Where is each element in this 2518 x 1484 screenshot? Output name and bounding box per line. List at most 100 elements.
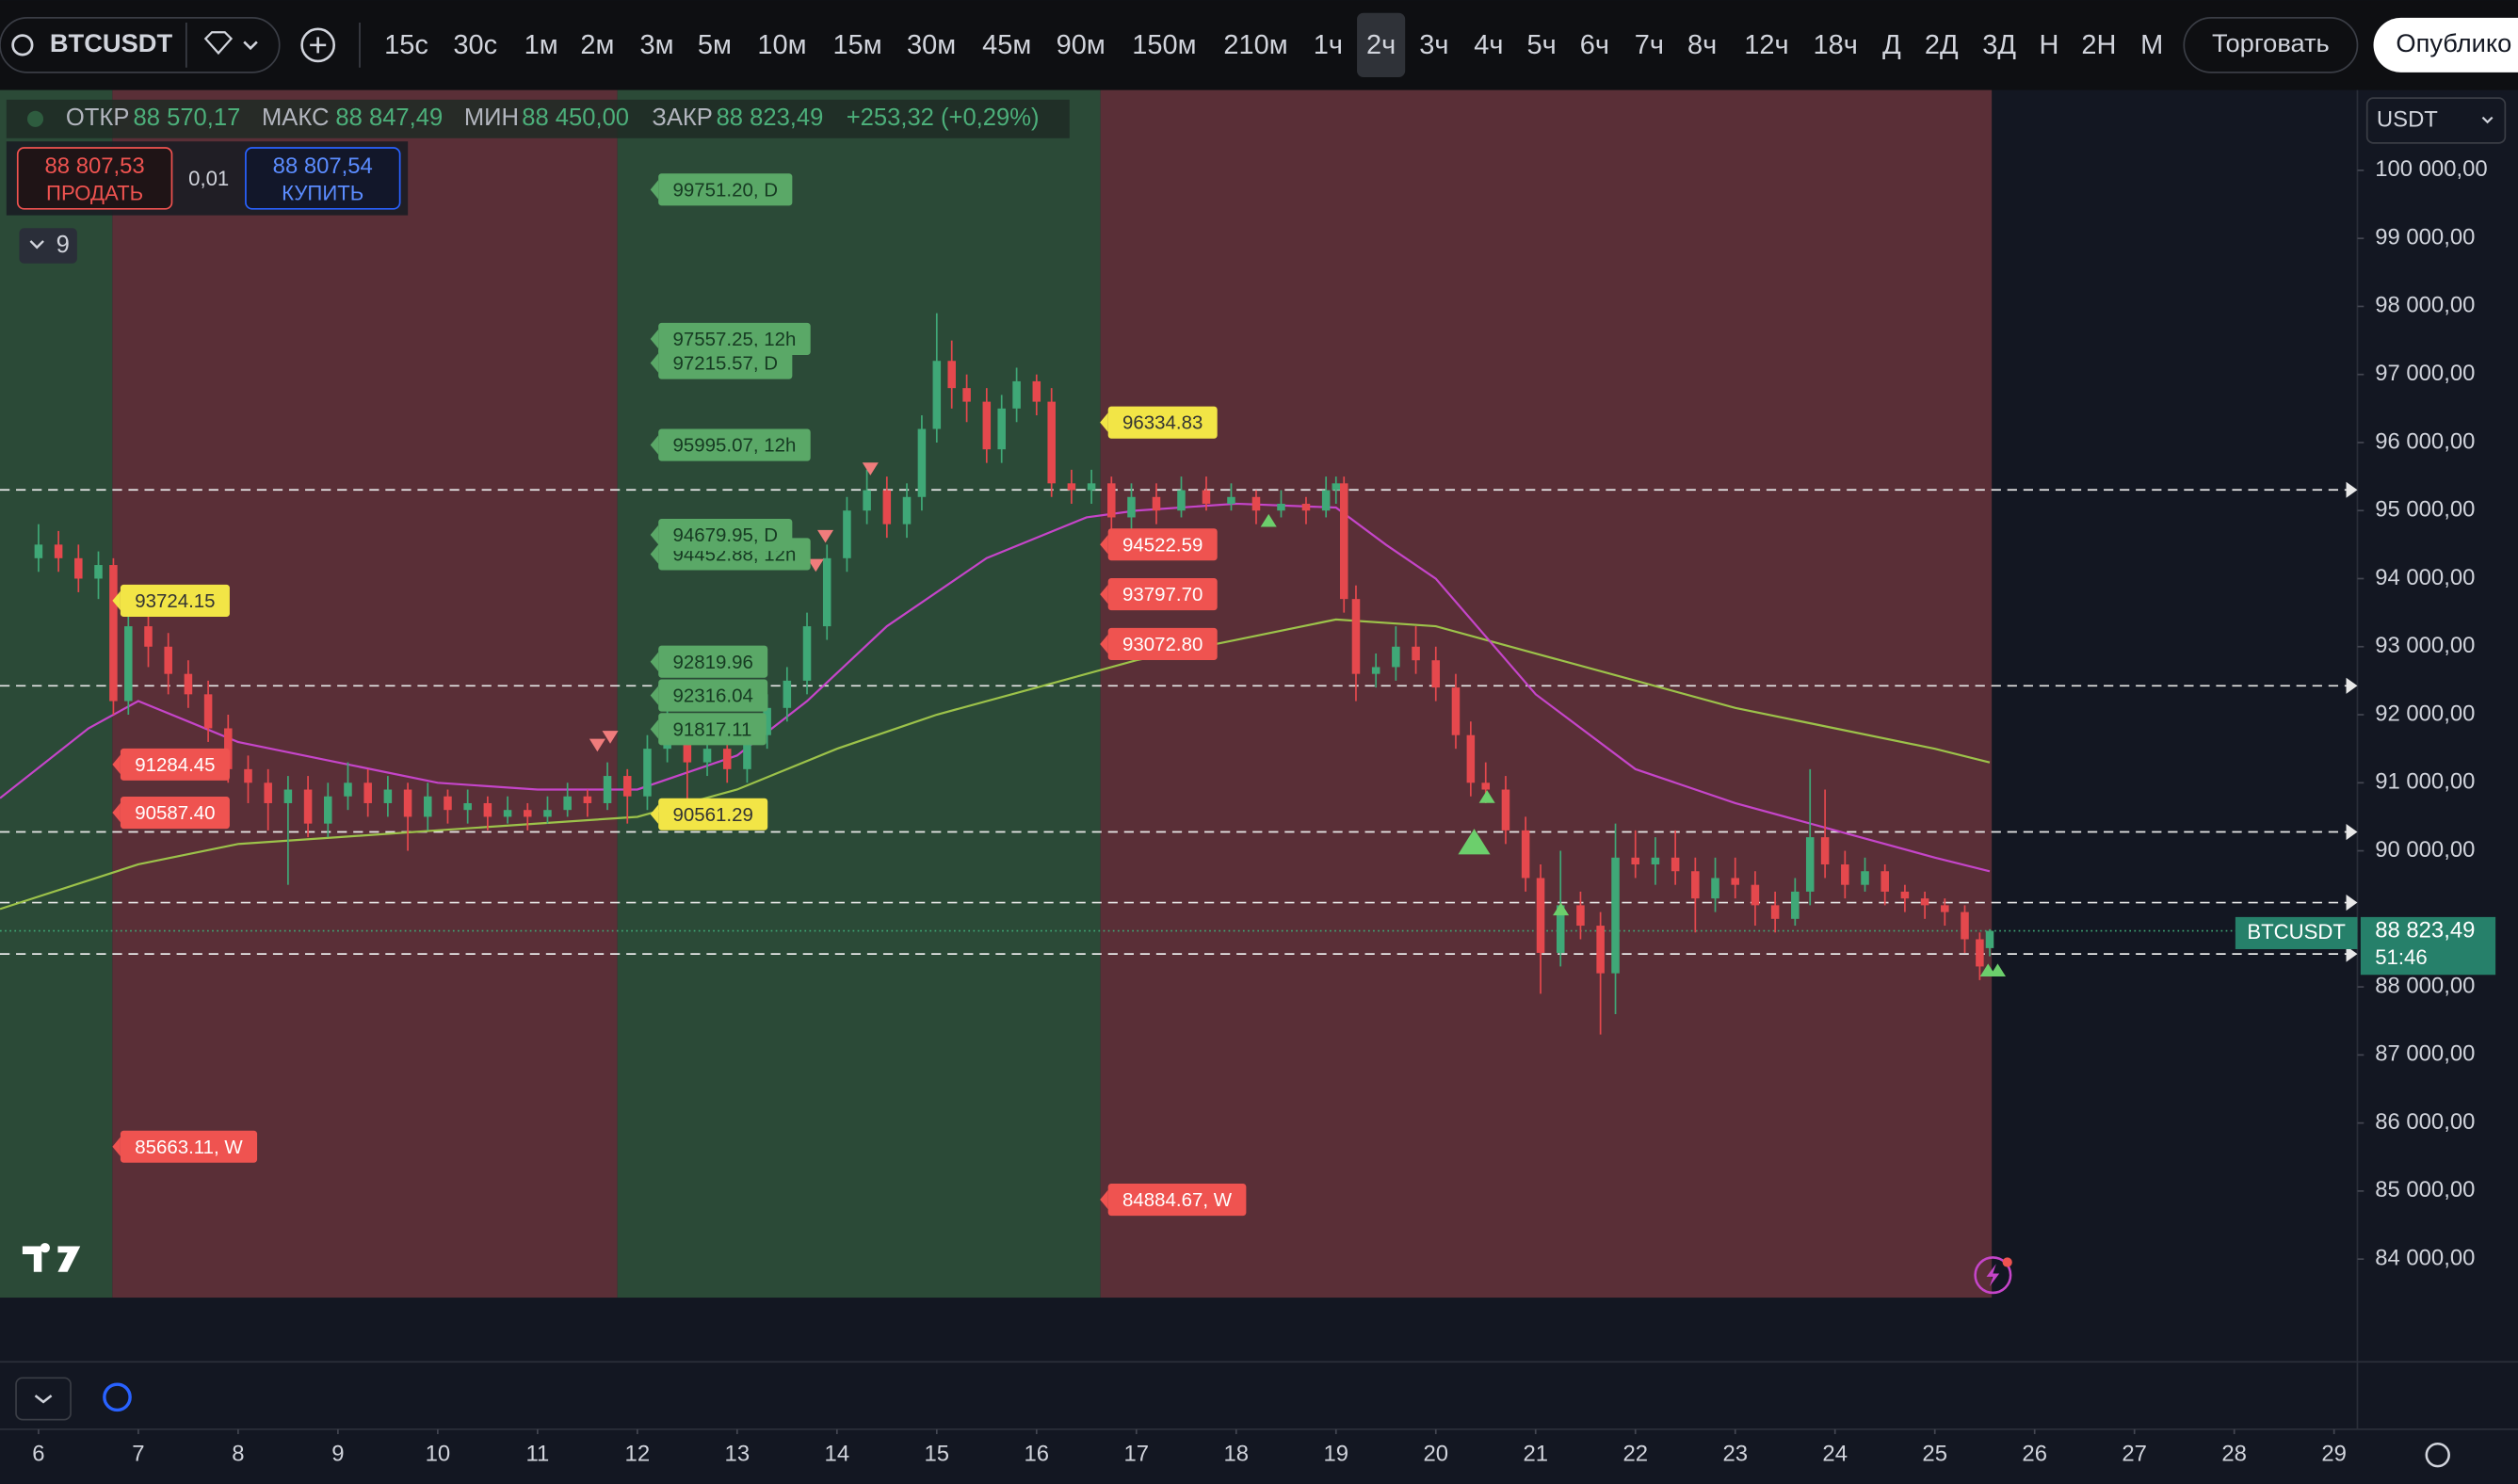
price-label-pointer: [112, 754, 121, 775]
interval-button[interactable]: 30м: [907, 30, 956, 60]
interval-button[interactable]: 1м: [525, 30, 558, 60]
price-label-bg: [1107, 627, 1218, 661]
signal-marker: [1478, 790, 1495, 803]
interval-button[interactable]: 45м: [982, 30, 1031, 60]
symbol-search[interactable]: [0, 17, 281, 73]
candle-body: [34, 544, 43, 558]
interval-button[interactable]: 210м: [1223, 30, 1287, 60]
compare-icon[interactable]: [203, 31, 234, 56]
interval-button[interactable]: 6ч: [1580, 30, 1609, 60]
last-price: 88 823,49: [2375, 918, 2475, 944]
price-label-pointer: [650, 329, 659, 349]
interval-button[interactable]: 2м: [580, 30, 614, 60]
candle-body: [144, 626, 153, 647]
price-label-text: 92819.96: [673, 652, 753, 673]
y-tick-label: 93 000,00: [2375, 633, 2475, 658]
candle-body: [1177, 490, 1186, 511]
interval-button[interactable]: Д: [1882, 30, 1901, 60]
interval-button[interactable]: 4ч: [1474, 30, 1503, 60]
collapse-button[interactable]: [15, 1377, 72, 1421]
y-tick-label: 85 000,00: [2375, 1177, 2475, 1202]
price-label: 93797.70: [1100, 578, 1218, 611]
price-label-bg: [120, 1130, 258, 1163]
legend-high: 88 847,49: [335, 105, 443, 131]
candle-body: [1277, 504, 1285, 511]
legend-close: 88 823,49: [717, 105, 824, 131]
sell-button[interactable]: [16, 147, 173, 210]
candle-body: [583, 796, 592, 803]
interval-button[interactable]: 8ч: [1687, 30, 1717, 60]
add-plus: [310, 37, 327, 54]
price-label: 90561.29: [650, 798, 768, 831]
price-label-pointer: [650, 435, 659, 455]
x-tick-label: 23: [1722, 1441, 1748, 1466]
add-button[interactable]: [300, 27, 335, 63]
price-label-text: 84884.67, W: [1122, 1189, 1233, 1211]
interval-button[interactable]: 12ч: [1744, 30, 1788, 60]
indicators-toggle[interactable]: [19, 228, 77, 264]
interval-button[interactable]: 18ч: [1814, 30, 1858, 60]
candle-body: [1451, 687, 1461, 735]
price-label-text: 93072.80: [1122, 634, 1203, 655]
price-label: 94679.95, D: [650, 518, 793, 552]
candle-body: [822, 557, 831, 627]
currency-select[interactable]: [2365, 97, 2507, 144]
candle-body: [363, 782, 372, 803]
trade-button[interactable]: [2183, 17, 2359, 73]
price-label: 92316.04: [650, 679, 768, 712]
interval-button[interactable]: М: [2140, 30, 2163, 60]
interval-button[interactable]: 150м: [1132, 30, 1196, 60]
price-label-text: 91817.11: [673, 718, 752, 740]
interval-button[interactable]: 10м: [757, 30, 806, 60]
interval-button[interactable]: 1ч: [1314, 30, 1343, 60]
buy-label: КУПИТЬ: [282, 181, 363, 204]
signal-marker: [589, 738, 605, 752]
settings-icon[interactable]: [2425, 1442, 2450, 1468]
price-label: 97215.57, D: [650, 347, 793, 379]
interval-button[interactable]: Н: [2040, 30, 2059, 60]
interval-button[interactable]: 30с: [453, 30, 497, 60]
interval-button[interactable]: 15с: [384, 30, 428, 60]
alert-icon[interactable]: [1974, 1256, 2012, 1295]
interval-button[interactable]: 7ч: [1635, 30, 1664, 60]
interval-button[interactable]: 15м: [833, 30, 882, 60]
interval-button[interactable]: 90м: [1057, 30, 1106, 60]
interval-button[interactable]: 5м: [698, 30, 732, 60]
candle-body: [1127, 496, 1136, 518]
candle-body: [1770, 905, 1780, 919]
interval-button[interactable]: 3Д: [1982, 30, 2016, 60]
interval-button[interactable]: 3м: [639, 30, 673, 60]
trade-label: Торговать: [2212, 28, 2330, 57]
candle-body: [1032, 380, 1041, 402]
x-tick-label: 20: [1423, 1441, 1448, 1466]
x-tick-label: 29: [2321, 1441, 2347, 1466]
buy-button[interactable]: [245, 147, 401, 210]
candle-body: [1202, 490, 1211, 505]
sell-label: ПРОДАТЬ: [46, 181, 143, 204]
y-tick-label: 96 000,00: [2375, 428, 2475, 454]
interval-button[interactable]: 2Н: [2081, 30, 2116, 60]
interval-button[interactable]: 2Д: [1925, 30, 1959, 60]
quantity[interactable]: 0,01: [188, 167, 229, 190]
price-label-text: 97557.25, 12h: [673, 329, 797, 350]
legend-low: 88 450,00: [522, 105, 629, 131]
candle-body: [1152, 496, 1161, 511]
candle-body: [303, 789, 313, 824]
session-band: [0, 89, 113, 1298]
candle-body: [1047, 401, 1056, 484]
price-label-pointer: [650, 180, 659, 200]
interval-button[interactable]: 3ч: [1419, 30, 1448, 60]
sync-icon[interactable]: [103, 1382, 132, 1412]
x-tick-label: 17: [1124, 1441, 1150, 1466]
interval-button[interactable]: 5ч: [1527, 30, 1557, 60]
candle-body: [523, 810, 532, 817]
price-label-pointer: [112, 590, 121, 611]
candle-body: [1332, 483, 1341, 491]
candle-body: [722, 749, 732, 769]
footer-bg: [0, 1298, 2518, 1484]
overlay: 99751.20, D 97557.25, 12h 97215.57, D 95995…: [0, 12, 2518, 1468]
publish-button[interactable]: [2373, 17, 2518, 73]
interval-button[interactable]: 2ч: [1366, 30, 1396, 60]
alert-bolt: [1986, 1264, 2000, 1287]
